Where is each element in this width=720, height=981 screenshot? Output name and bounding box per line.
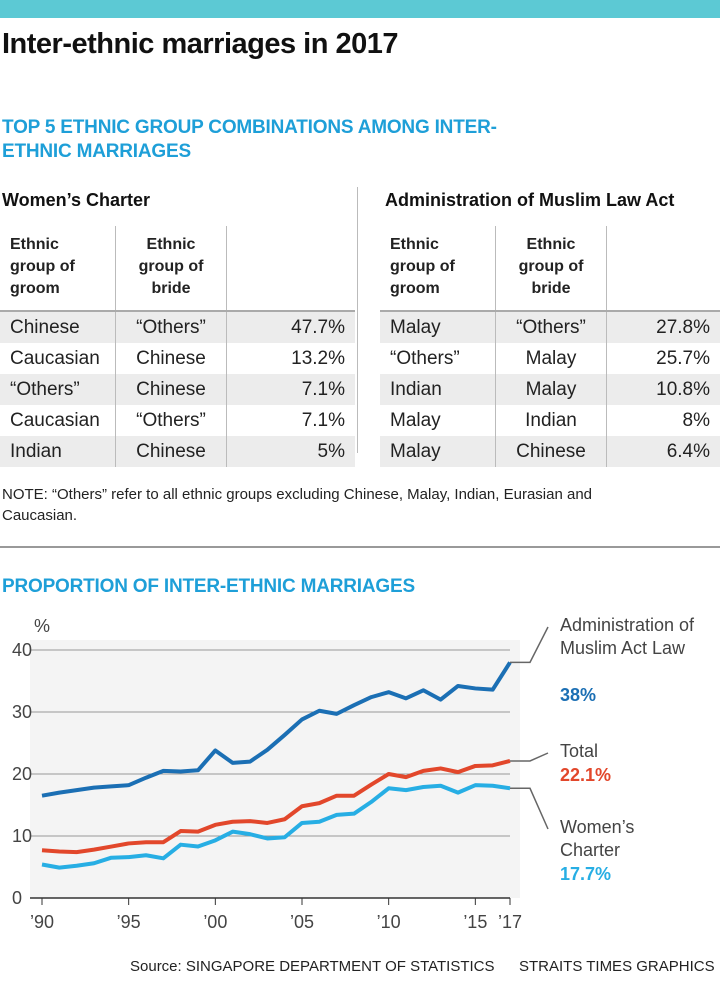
note: NOTE: “Others” refer to all ethnic group… — [2, 486, 593, 524]
series-line — [41, 783, 511, 870]
column-header: Ethnic group of groom — [380, 226, 496, 312]
table-cell: Chinese — [495, 436, 607, 467]
source: Source: SINGAPORE DEPARTMENT OF STATISTI… — [130, 958, 495, 975]
x-tick-label: ’15 — [463, 912, 487, 932]
table-cell: Chinese — [115, 374, 227, 405]
table-row: “Others” Chinese 7.1% — [0, 374, 355, 405]
table-cell: “Others” — [115, 405, 227, 436]
leader-line — [510, 626, 549, 664]
series-line — [41, 759, 511, 855]
table-cell: Malay — [495, 374, 607, 405]
top-bar — [0, 0, 720, 18]
x-tick-label: ’05 — [290, 912, 314, 932]
table-row: Malay Indian 8% — [380, 405, 720, 436]
y-tick-label: 30 — [12, 702, 32, 722]
table-cell: Indian — [0, 436, 116, 467]
table-cell: “Others” — [0, 374, 116, 405]
chart-title: PROPORTION OF INTER-ETHNIC MARRIAGES — [2, 576, 415, 597]
table-row: Caucasian Chinese 13.2% — [0, 343, 355, 374]
table-title: Administration of Muslim Law Act — [385, 190, 675, 210]
page-title: Inter-ethnic marriages in 2017 — [2, 28, 399, 60]
table-cell: 27.8% — [606, 311, 720, 343]
y-tick-label: 40 — [12, 640, 32, 660]
y-axis-label: % — [34, 616, 50, 636]
column-header-empty — [226, 226, 355, 312]
divider — [0, 546, 720, 548]
table-cell: Chinese — [115, 343, 227, 374]
table-cell: “Others” — [390, 347, 460, 369]
x-tick-label: ’90 — [30, 912, 54, 932]
table-cell: Chinese — [115, 436, 227, 467]
x-tick-label: ’95 — [117, 912, 141, 932]
table-cell: 7.1% — [226, 374, 355, 405]
y-tick-label: 10 — [12, 826, 32, 846]
series-name: Administration of Muslim Act Law — [560, 615, 695, 658]
table-row: Indian Chinese 5% — [0, 436, 355, 467]
y-tick-label: 0 — [12, 888, 22, 908]
header-row: Ethnic group of groom Ethnic group of bri… — [380, 226, 720, 312]
series-labels: Administration of Muslim Act Law 38% Total… — [0, 600, 720, 950]
section-title: TOP 5 ETHNIC GROUP COMBINATIONS AMONG IN… — [2, 117, 497, 162]
table-cell: 25.7% — [606, 343, 720, 374]
table-row: Malay “Others” 27.8% — [380, 311, 720, 343]
table-body: Malay “Others” 27.8% “Others” Malay 25.7% Indi… — [380, 311, 720, 467]
table-cell: 6.4% — [606, 436, 720, 467]
series-name: Total — [560, 741, 599, 761]
column-header-empty — [606, 226, 720, 312]
leader-line — [510, 787, 549, 830]
table-row: “Others” Malay 25.7% — [380, 343, 720, 374]
table-cell: 13.2% — [226, 343, 355, 374]
table-cell: 8% — [606, 405, 720, 436]
series-line — [41, 661, 512, 798]
value-label: 22.1% — [560, 765, 612, 785]
x-tick-label: ’17 — [498, 912, 522, 932]
table: Ethnic group of groom Ethnic group of bri… — [0, 226, 355, 467]
table-cell: “Others” — [115, 311, 227, 343]
table-title: Women’s Charter — [2, 190, 151, 210]
table-row: Chinese “Others” 47.7% — [0, 311, 355, 343]
table-cell: 10.8% — [606, 374, 720, 405]
divider — [357, 187, 358, 453]
column-header: Ethnic group of bride — [115, 226, 227, 312]
chart: % 0 10 20 30 40 ’90 ’95 ’00 ’05 ’10 ’15 ’17 — [12, 616, 549, 932]
table-cell: Malay — [495, 343, 607, 374]
y-tick-label: 20 — [12, 764, 32, 784]
value-label: 17.7% — [560, 864, 612, 884]
table-cell: Chinese — [0, 311, 116, 343]
column-header: Ethnic group of bride — [495, 226, 607, 312]
table-cell: Caucasian — [10, 409, 100, 431]
x-tick-label: ’10 — [377, 912, 401, 932]
table-cell: Malay — [380, 436, 496, 467]
table-cell: 7.1% — [226, 405, 355, 436]
table-cell: Caucasian — [10, 347, 100, 369]
table-row: Caucasian “Others” 7.1% — [0, 405, 355, 436]
table: Ethnic group of groom Ethnic group of bri… — [380, 226, 720, 467]
table-cell: “Others” — [495, 311, 607, 343]
table-cell: 47.7% — [226, 311, 355, 343]
table-head: Ethnic group of groom Ethnic group of bri… — [0, 226, 355, 312]
table-cell: Indian — [495, 405, 607, 436]
table-cell: Malay — [380, 311, 496, 343]
table-row: Indian Malay 10.8% — [380, 374, 720, 405]
table-cell: Indian — [380, 374, 496, 405]
x-tick-label: ’00 — [203, 912, 227, 932]
table-cell: Malay — [390, 409, 441, 431]
series-name: Women’s Charter — [560, 817, 635, 860]
header-row: Ethnic group of groom Ethnic group of bri… — [0, 226, 355, 312]
table-row: Malay Chinese 6.4% — [380, 436, 720, 467]
leader-line — [510, 752, 549, 762]
table-cell: 5% — [226, 436, 355, 467]
column-header: Ethnic group of groom — [0, 226, 116, 312]
credit: STRAITS TIMES GRAPHICS — [519, 958, 715, 975]
table-head: Ethnic group of groom Ethnic group of bri… — [380, 226, 720, 312]
value-label: 38% — [560, 685, 597, 705]
table-body: Chinese “Others” 47.7% Caucasian Chinese 13.2… — [0, 311, 355, 467]
